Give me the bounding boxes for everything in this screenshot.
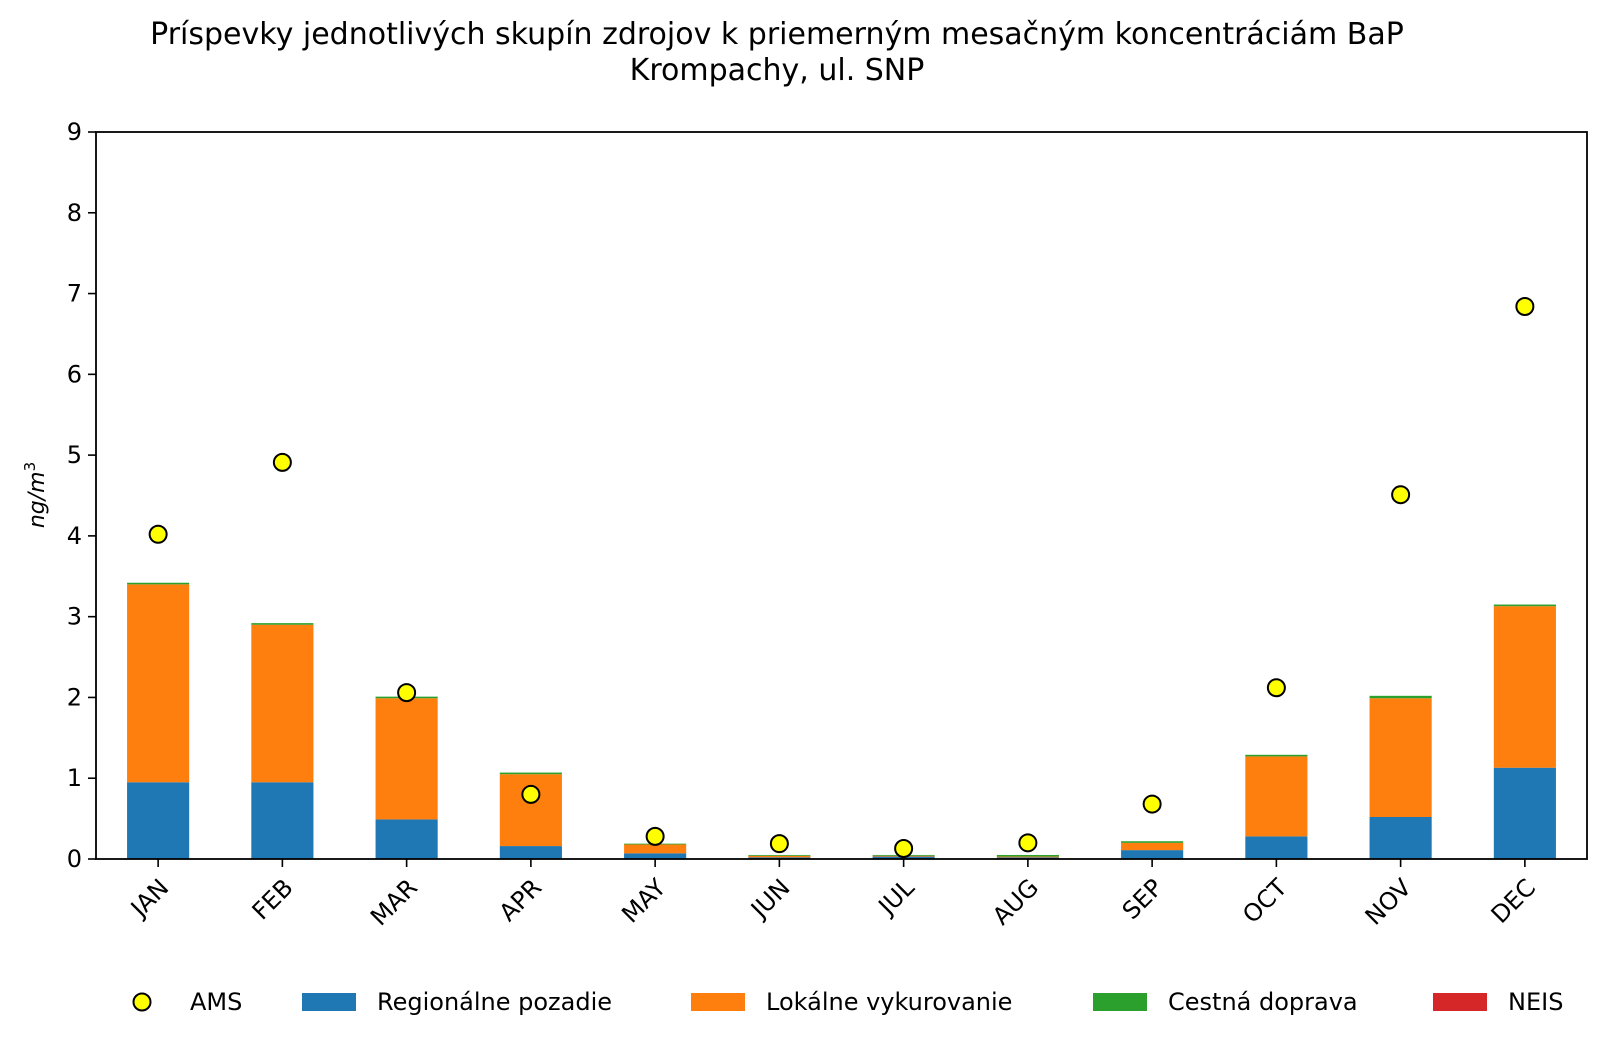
bar-segment-jun-series-1	[748, 855, 811, 858]
ams-point-aug	[1018, 833, 1038, 853]
x-tick-label-mar: MAR	[365, 873, 423, 931]
x-tick-label-aug: AUG	[987, 873, 1044, 930]
ams-point-jul	[894, 838, 914, 858]
ams-point-jan	[148, 524, 168, 544]
legend-swatch-1	[302, 993, 356, 1011]
bar-segment-feb-series-0	[251, 782, 314, 859]
ams-points-layer	[148, 296, 1535, 858]
bar-segment-mar-series-0	[375, 819, 438, 859]
y-tick-label: 3	[67, 603, 82, 631]
legend-label-1: Regionálne pozadie	[377, 988, 612, 1016]
chart-title: Príspevky jednotlivých skupín zdrojov k …	[150, 17, 1404, 52]
legend-swatch-3	[1093, 993, 1147, 1011]
bar-segment-aug-series-2	[996, 854, 1059, 857]
y-tick-label: 0	[67, 845, 82, 873]
bars-layer	[127, 582, 1556, 859]
legend: AMS Regionálne pozadie Lokálne vykurovanie…	[132, 988, 1563, 1016]
bar-segment-nov-series-1	[1369, 698, 1432, 817]
bar-segment-sep-series-2	[1121, 841, 1184, 843]
ams-point-mar	[397, 683, 417, 703]
x-tick-label-nov: NOV	[1360, 873, 1418, 931]
x-tick-label-jul: JUL	[872, 873, 921, 922]
bar-segment-nov-series-0	[1369, 816, 1432, 859]
bar-segment-aug-series-1	[996, 856, 1059, 858]
y-tick-label: 8	[67, 199, 82, 227]
ams-point-nov	[1391, 485, 1411, 505]
bar-segment-nov-series-2	[1369, 695, 1432, 699]
ams-point-apr	[521, 784, 541, 804]
x-tick-label-dec: DEC	[1486, 873, 1541, 928]
x-tick-label-jan: JAN	[124, 873, 174, 923]
legend-marker-ams	[132, 992, 152, 1012]
bar-segment-oct-series-2	[1245, 754, 1308, 757]
bar-segment-may-series-1	[624, 844, 687, 854]
legend-label-3: Cestná doprava	[1168, 988, 1358, 1016]
bar-segment-oct-series-0	[1245, 836, 1308, 859]
bar-segment-apr-series-0	[499, 846, 562, 859]
legend-swatch-4	[1433, 993, 1487, 1011]
legend-label-2: Lokálne vykurovanie	[766, 988, 1012, 1016]
y-tick-label: 5	[67, 441, 82, 469]
bar-segment-jan-series-2	[127, 582, 190, 585]
x-tick-label-oct: OCT	[1237, 873, 1293, 929]
bar-segment-jan-series-1	[127, 584, 190, 783]
y-tick-label: 4	[67, 522, 82, 550]
y-tick-label: 7	[67, 280, 82, 308]
bar-segment-dec-series-0	[1493, 767, 1556, 859]
legend-label-4: NEIS	[1508, 988, 1563, 1016]
bar-segment-jan-series-0	[127, 782, 190, 859]
x-tick-label-may: MAY	[616, 873, 671, 928]
ams-point-jun	[769, 834, 789, 854]
bar-segment-jun-series-2	[748, 854, 811, 856]
bar-segment-dec-series-1	[1493, 606, 1556, 768]
y-axis-label-text: ng/m	[25, 471, 50, 528]
x-tick-label-apr: APR	[494, 873, 547, 926]
ams-point-sep	[1142, 794, 1162, 814]
bar-segment-feb-series-1	[251, 624, 314, 783]
x-tick-label-sep: SEP	[1117, 873, 1169, 925]
y-axis-label-superscript: 3	[21, 462, 39, 472]
y-tick-label: 6	[67, 360, 82, 388]
ams-point-oct	[1266, 678, 1286, 698]
chart-subtitle: Krompachy, ul. SNP	[630, 53, 925, 88]
bar-segment-feb-series-2	[251, 623, 314, 625]
y-axis: 0 1 2 3 4 5 6 7 8 9	[67, 118, 96, 873]
ams-point-may	[645, 826, 665, 846]
legend-label-ams: AMS	[190, 988, 242, 1016]
x-tick-label-jun: JUN	[744, 873, 795, 924]
bar-segment-sep-series-0	[1121, 850, 1184, 859]
y-tick-label: 9	[67, 118, 82, 146]
bar-segment-oct-series-1	[1245, 756, 1308, 837]
x-tick-label-feb: FEB	[247, 873, 299, 925]
bar-segment-mar-series-1	[375, 698, 438, 820]
bar-segment-may-series-0	[624, 853, 687, 859]
legend-swatch-2	[691, 993, 745, 1011]
x-axis: JAN FEB MAR APR MAY JUN JUL AUG SEP OCT NOV DEC	[124, 859, 1541, 931]
bar-segment-sep-series-1	[1121, 842, 1184, 851]
y-tick-label: 2	[67, 683, 82, 711]
bar-segment-apr-series-2	[499, 772, 562, 775]
ams-point-dec	[1515, 296, 1535, 316]
y-tick-label: 1	[67, 764, 82, 792]
bar-segment-dec-series-2	[1493, 604, 1556, 607]
plot-frame	[95, 131, 1588, 860]
y-axis-label: ng/m3	[21, 462, 50, 528]
ams-point-feb	[272, 452, 292, 472]
